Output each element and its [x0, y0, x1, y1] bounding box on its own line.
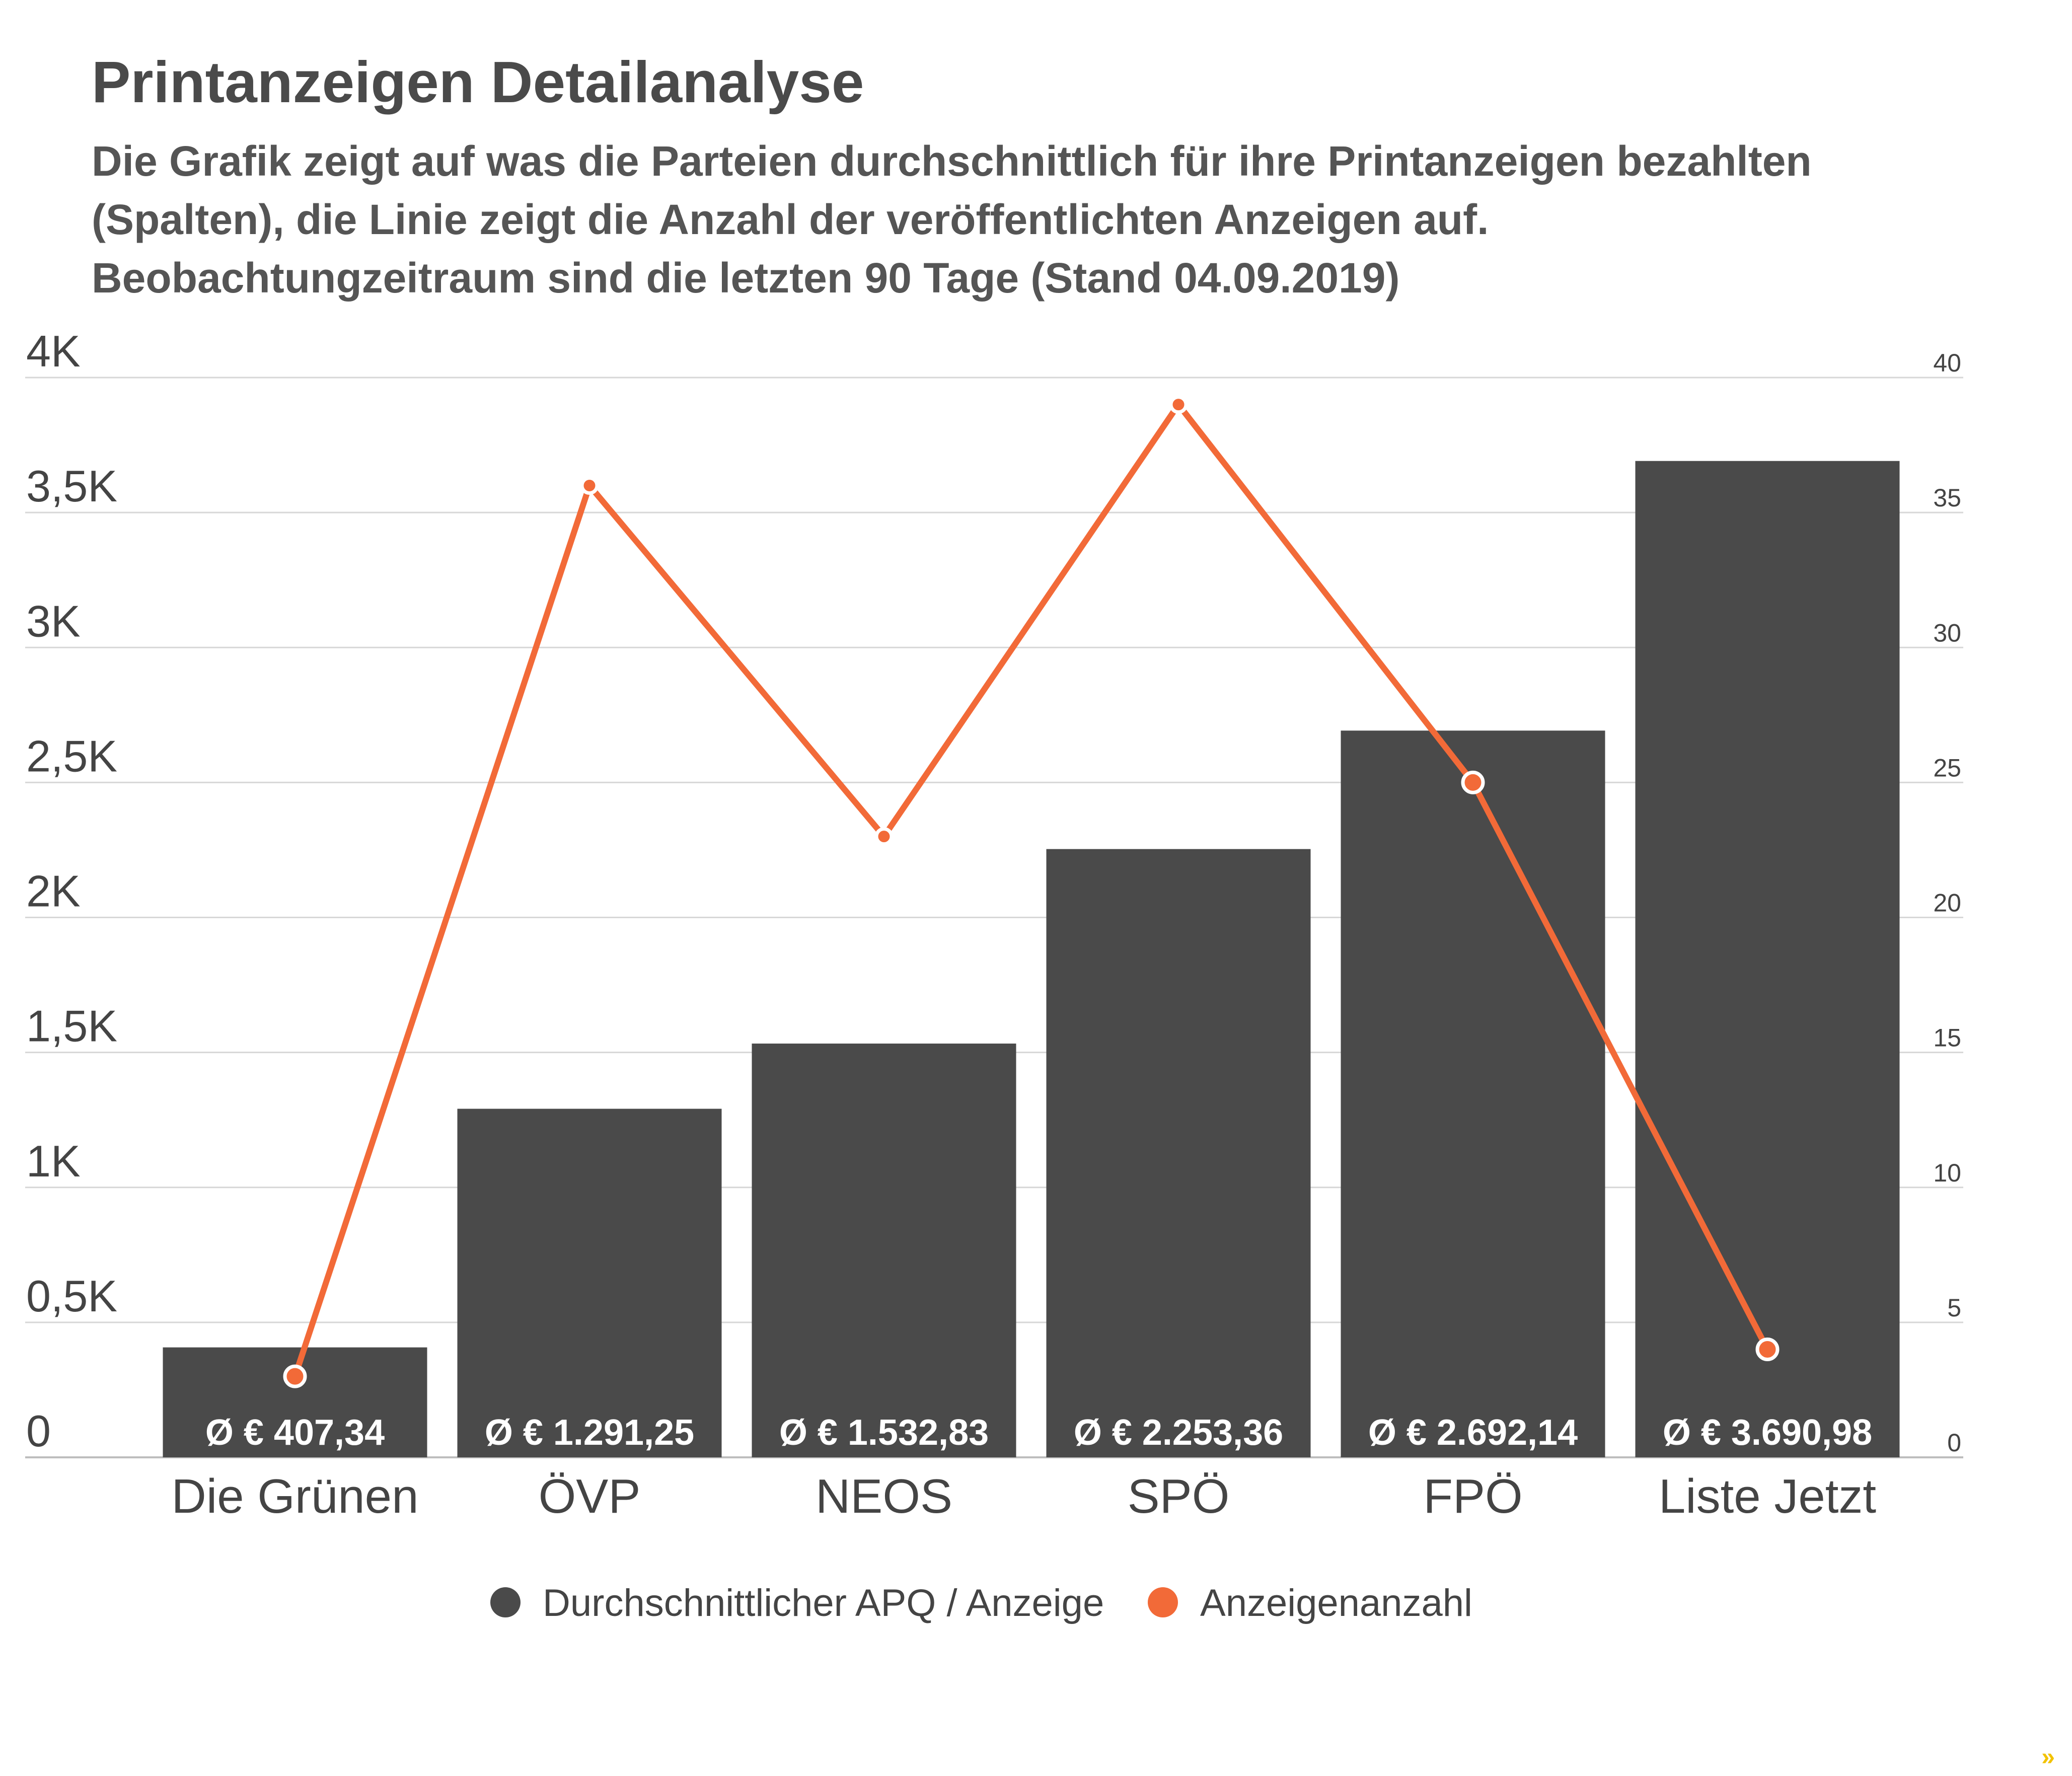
line-point	[1169, 395, 1188, 414]
line-point	[1461, 770, 1485, 794]
right-axis: 0 5 10 15 20 25 30 35 40	[1933, 349, 1961, 1457]
legend-label: Anzeigenanzahl	[1200, 1582, 1472, 1624]
left-axis-tick-label: 3K	[26, 596, 81, 646]
subtitle-line: Beobachtungzeitraum sind die letzten 90 …	[92, 254, 1400, 302]
left-axis-tick-label: 3,5K	[26, 461, 117, 511]
bar	[457, 1108, 722, 1457]
left-axis-tick-label: 2,5K	[26, 731, 117, 781]
bars	[163, 461, 1900, 1458]
right-axis-tick-label: 20	[1933, 889, 1961, 917]
bar-value-label: Ø € 2.692,14	[1368, 1413, 1578, 1453]
right-axis-tick-label: 5	[1947, 1294, 1961, 1322]
legend: Durchschnittlicher APQ / Anzeige Anzeigen…	[490, 1582, 1472, 1624]
bar-value-labels: Ø € 407,34 Ø € 1.291,25 Ø € 1.532,83 Ø € 2.…	[205, 1413, 1872, 1453]
line-series	[283, 395, 1780, 1388]
left-axis-tick-label: 1,5K	[26, 1001, 117, 1051]
x-axis-category-label: NEOS	[816, 1469, 952, 1523]
line-point	[1755, 1338, 1780, 1361]
subtitle-line: Die Grafik zeigt auf was die Parteien du…	[92, 137, 1812, 185]
right-axis-tick-label: 0	[1947, 1429, 1961, 1457]
chart-title: Printanzeigen Detailanalyse	[92, 49, 864, 115]
line-path	[292, 401, 1770, 1378]
x-axis-category-label: ÖVP	[539, 1469, 641, 1523]
x-axis: Die Grünen ÖVP NEOS SPÖ FPÖ Liste Jetzt	[172, 1469, 1877, 1523]
right-axis-tick-label: 40	[1933, 349, 1961, 377]
corner-mark-icon: »	[2041, 1744, 2055, 1770]
bar	[752, 1044, 1016, 1457]
bar-value-label: Ø € 1.532,83	[779, 1413, 989, 1453]
left-axis: 0 0,5K 1K 1,5K 2K 2,5K 3K 3,5K 4K	[26, 326, 117, 1456]
legend-swatch-bar	[490, 1587, 521, 1617]
right-axis-tick-label: 30	[1933, 619, 1961, 647]
right-axis-tick-label: 25	[1933, 754, 1961, 782]
left-axis-tick-label: 1K	[26, 1136, 81, 1186]
line-point	[283, 1364, 307, 1388]
x-axis-category-label: FPÖ	[1423, 1469, 1522, 1523]
subtitle-line: (Spalten), die Linie zeigt die Anzahl de…	[92, 196, 1489, 243]
left-axis-tick-label: 0	[26, 1406, 51, 1456]
right-axis-tick-label: 15	[1933, 1024, 1961, 1052]
line-point	[580, 476, 599, 495]
bar-value-label: Ø € 1.291,25	[485, 1413, 694, 1453]
right-axis-tick-label: 10	[1933, 1159, 1961, 1187]
legend-swatch-line	[1148, 1587, 1178, 1617]
x-axis-category-label: SPÖ	[1128, 1469, 1230, 1523]
left-axis-tick-label: 4K	[26, 326, 81, 376]
right-axis-tick-label: 35	[1933, 484, 1961, 512]
left-axis-tick-label: 2K	[26, 866, 81, 916]
bar	[1046, 849, 1311, 1457]
bar-value-label: Ø € 3.690,98	[1663, 1413, 1872, 1453]
left-axis-tick-label: 0,5K	[26, 1271, 117, 1321]
legend-label: Durchschnittlicher APQ / Anzeige	[543, 1582, 1104, 1624]
chart-subtitle: Die Grafik zeigt auf was die Parteien du…	[92, 132, 2005, 307]
bar	[1635, 461, 1900, 1458]
x-axis-category-label: Die Grünen	[172, 1469, 419, 1523]
bar-value-label: Ø € 2.253,36	[1074, 1413, 1283, 1453]
line-point	[874, 827, 894, 846]
bar-value-label: Ø € 407,34	[205, 1413, 385, 1453]
bar	[1341, 730, 1605, 1457]
x-axis-category-label: Liste Jetzt	[1659, 1469, 1876, 1523]
